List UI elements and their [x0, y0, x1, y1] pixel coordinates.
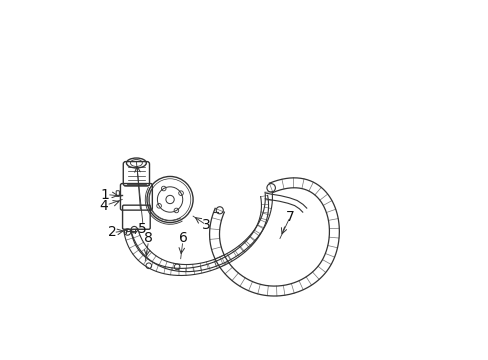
Text: 7: 7 — [285, 210, 294, 224]
Text: 8: 8 — [144, 231, 153, 246]
Text: 1: 1 — [100, 188, 109, 202]
Text: 2: 2 — [108, 225, 117, 239]
Text: 5: 5 — [138, 222, 147, 236]
Text: 3: 3 — [202, 218, 210, 232]
Text: 6: 6 — [179, 231, 187, 246]
Text: 4: 4 — [99, 198, 108, 212]
